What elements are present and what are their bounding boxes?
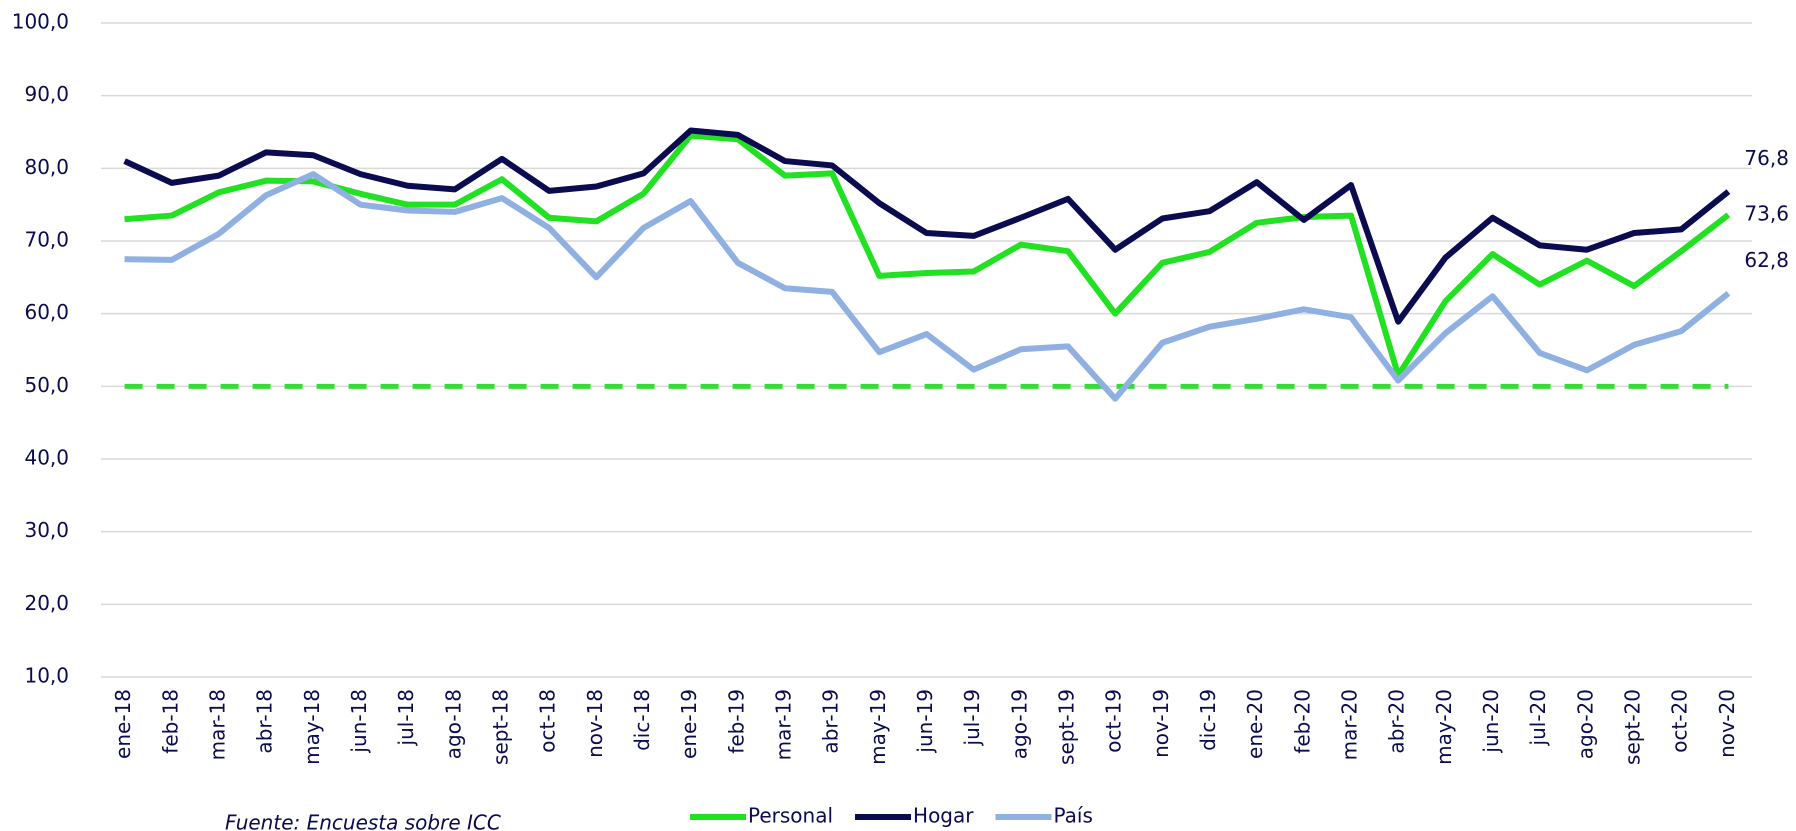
x-tick-label: jun-18 [347, 689, 371, 754]
x-tick-label: sept-18 [488, 689, 512, 765]
x-tick-label: ene-18 [111, 689, 135, 759]
x-tick-label: may-20 [1432, 689, 1456, 765]
x-tick-label: feb-18 [158, 689, 182, 754]
x-tick-label: abr-20 [1385, 689, 1409, 754]
data-label: 76,8 [1744, 146, 1789, 170]
y-tick-label: 90,0 [24, 82, 69, 106]
y-tick-label: 10,0 [24, 664, 69, 688]
x-tick-label: nov-19 [1149, 689, 1173, 758]
x-tick-label: mar-19 [771, 689, 795, 760]
x-tick-label: sept-20 [1621, 689, 1645, 765]
y-tick-label: 70,0 [24, 228, 69, 252]
source-note: Fuente: Encuesta sobre ICC [225, 811, 501, 831]
x-tick-label: oct-20 [1668, 689, 1692, 753]
data-label: 73,6 [1744, 201, 1789, 225]
x-tick-label: sept-19 [1055, 689, 1079, 765]
x-tick-label: feb-20 [1290, 689, 1314, 754]
x-tick-label: may-19 [866, 689, 890, 765]
x-tick-label: mar-20 [1338, 689, 1362, 760]
x-tick-label: ago-20 [1573, 689, 1597, 759]
x-tick-label: jul-20 [1526, 689, 1550, 746]
x-tick-label: mar-18 [205, 689, 229, 760]
x-tick-label: jun-20 [1479, 689, 1503, 754]
y-tick-label: 100,0 [12, 10, 69, 34]
x-tick-label: ene-19 [677, 689, 701, 759]
x-tick-label: oct-18 [536, 689, 560, 753]
y-tick-label: 50,0 [24, 373, 69, 397]
legend-label: Hogar [913, 804, 974, 828]
legend-label: Personal [748, 804, 833, 828]
x-tick-label: jul-19 [960, 689, 984, 746]
x-tick-label: abr-19 [819, 689, 843, 754]
x-tick-label: dic-19 [1196, 689, 1220, 751]
x-tick-label: abr-18 [253, 689, 277, 754]
data-label: 62,8 [1744, 248, 1789, 272]
x-tick-label: ago-18 [441, 689, 465, 759]
x-tick-label: jun-19 [913, 689, 937, 754]
x-tick-label: nov-18 [583, 689, 607, 758]
x-tick-label: oct-19 [1102, 689, 1126, 753]
legend-label: País [1053, 804, 1092, 828]
series-line [124, 132, 1731, 379]
x-tick-label: jul-18 [394, 689, 418, 746]
x-tick-label: feb-19 [724, 689, 748, 754]
x-tick-label: ago-19 [1007, 689, 1031, 759]
y-tick-label: 40,0 [24, 446, 69, 470]
series-line [123, 127, 1731, 325]
x-tick-label: may-18 [300, 689, 324, 765]
series-line [124, 171, 1731, 402]
y-tick-label: 80,0 [24, 155, 69, 179]
y-tick-label: 20,0 [24, 591, 69, 615]
x-tick-label: ene-20 [1243, 689, 1267, 759]
y-tick-label: 60,0 [24, 300, 69, 324]
y-tick-label: 30,0 [24, 518, 69, 542]
x-tick-label: nov-20 [1715, 689, 1739, 758]
x-tick-label: dic-18 [630, 689, 654, 751]
